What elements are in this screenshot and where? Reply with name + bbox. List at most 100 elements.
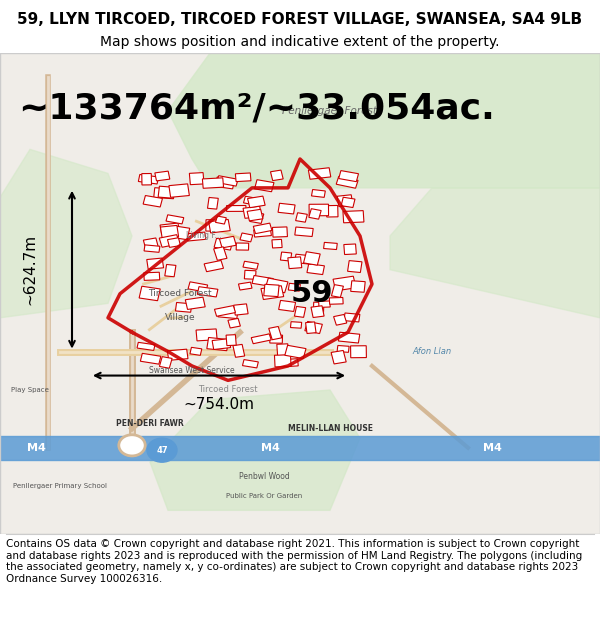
- FancyBboxPatch shape: [337, 346, 349, 352]
- FancyBboxPatch shape: [220, 236, 236, 248]
- FancyBboxPatch shape: [280, 252, 292, 261]
- FancyBboxPatch shape: [160, 226, 179, 238]
- FancyBboxPatch shape: [227, 206, 246, 211]
- FancyBboxPatch shape: [323, 242, 337, 249]
- FancyBboxPatch shape: [208, 198, 218, 209]
- FancyBboxPatch shape: [218, 309, 238, 319]
- Text: ~133764m²/~33.054ac.: ~133764m²/~33.054ac.: [18, 92, 495, 126]
- FancyBboxPatch shape: [147, 258, 164, 269]
- FancyBboxPatch shape: [212, 339, 230, 349]
- FancyBboxPatch shape: [243, 206, 262, 218]
- FancyBboxPatch shape: [270, 335, 283, 343]
- FancyBboxPatch shape: [274, 355, 291, 367]
- FancyBboxPatch shape: [305, 321, 322, 334]
- FancyBboxPatch shape: [309, 209, 321, 219]
- FancyBboxPatch shape: [296, 213, 307, 222]
- FancyBboxPatch shape: [248, 196, 265, 208]
- Text: ~754.0m: ~754.0m: [184, 397, 254, 412]
- FancyBboxPatch shape: [214, 238, 233, 250]
- FancyBboxPatch shape: [271, 170, 283, 181]
- Text: M4: M4: [482, 442, 502, 452]
- FancyBboxPatch shape: [283, 359, 298, 367]
- FancyBboxPatch shape: [288, 283, 301, 291]
- FancyBboxPatch shape: [243, 261, 259, 269]
- Polygon shape: [150, 390, 360, 510]
- Bar: [0, 436, 600, 460]
- FancyBboxPatch shape: [244, 196, 262, 206]
- FancyBboxPatch shape: [190, 173, 204, 184]
- FancyBboxPatch shape: [196, 329, 217, 341]
- Text: Public Park Or Garden: Public Park Or Garden: [226, 493, 302, 499]
- FancyBboxPatch shape: [233, 344, 245, 357]
- Text: 59, LLYN TIRCOED, TIRCOED FOREST VILLAGE, SWANSEA, SA4 9LB: 59, LLYN TIRCOED, TIRCOED FOREST VILLAGE…: [17, 12, 583, 27]
- FancyBboxPatch shape: [140, 353, 161, 364]
- FancyBboxPatch shape: [207, 338, 229, 351]
- FancyBboxPatch shape: [143, 238, 158, 249]
- FancyBboxPatch shape: [142, 174, 151, 185]
- FancyBboxPatch shape: [305, 322, 316, 334]
- FancyBboxPatch shape: [350, 281, 365, 292]
- FancyBboxPatch shape: [236, 243, 248, 250]
- FancyBboxPatch shape: [288, 257, 302, 269]
- FancyBboxPatch shape: [166, 215, 184, 224]
- FancyBboxPatch shape: [272, 239, 282, 248]
- FancyBboxPatch shape: [331, 351, 346, 364]
- FancyBboxPatch shape: [197, 287, 218, 297]
- FancyBboxPatch shape: [233, 304, 248, 315]
- FancyBboxPatch shape: [155, 171, 170, 181]
- FancyBboxPatch shape: [272, 227, 287, 237]
- Text: PEN-DERI FAWR: PEN-DERI FAWR: [116, 419, 184, 428]
- Text: Afon Llan: Afon Llan: [412, 347, 452, 356]
- FancyBboxPatch shape: [319, 301, 330, 308]
- FancyBboxPatch shape: [253, 223, 272, 234]
- FancyBboxPatch shape: [313, 302, 324, 312]
- FancyBboxPatch shape: [331, 284, 343, 298]
- FancyBboxPatch shape: [158, 186, 175, 198]
- FancyBboxPatch shape: [202, 178, 224, 188]
- FancyBboxPatch shape: [214, 247, 227, 261]
- FancyBboxPatch shape: [295, 227, 313, 236]
- FancyBboxPatch shape: [336, 176, 358, 188]
- FancyBboxPatch shape: [187, 232, 206, 241]
- FancyBboxPatch shape: [215, 177, 235, 189]
- FancyBboxPatch shape: [206, 220, 223, 231]
- Text: Tircoed Forest: Tircoed Forest: [148, 289, 212, 298]
- FancyBboxPatch shape: [209, 219, 230, 233]
- FancyBboxPatch shape: [175, 302, 192, 312]
- Text: Play Space: Play Space: [11, 387, 49, 393]
- FancyBboxPatch shape: [242, 359, 259, 368]
- FancyBboxPatch shape: [144, 272, 160, 281]
- FancyBboxPatch shape: [304, 252, 320, 265]
- Text: Living F...: Living F...: [186, 231, 222, 241]
- FancyBboxPatch shape: [269, 326, 282, 340]
- FancyBboxPatch shape: [278, 203, 295, 214]
- Circle shape: [119, 435, 145, 456]
- FancyBboxPatch shape: [329, 298, 343, 304]
- FancyBboxPatch shape: [251, 334, 271, 344]
- FancyBboxPatch shape: [338, 332, 360, 343]
- FancyBboxPatch shape: [311, 306, 324, 318]
- FancyBboxPatch shape: [215, 216, 226, 224]
- FancyBboxPatch shape: [188, 282, 208, 292]
- Text: 59: 59: [290, 279, 334, 308]
- FancyBboxPatch shape: [154, 188, 175, 199]
- FancyBboxPatch shape: [160, 223, 179, 234]
- FancyBboxPatch shape: [159, 234, 179, 248]
- FancyBboxPatch shape: [278, 301, 296, 311]
- FancyBboxPatch shape: [252, 276, 274, 286]
- FancyBboxPatch shape: [337, 195, 353, 207]
- FancyBboxPatch shape: [254, 180, 274, 192]
- FancyBboxPatch shape: [265, 278, 288, 292]
- FancyBboxPatch shape: [169, 184, 190, 198]
- FancyBboxPatch shape: [341, 198, 355, 208]
- FancyBboxPatch shape: [264, 284, 279, 297]
- FancyBboxPatch shape: [290, 322, 302, 328]
- FancyBboxPatch shape: [250, 212, 264, 223]
- Text: Penllergaer Primary School: Penllergaer Primary School: [13, 483, 107, 489]
- FancyBboxPatch shape: [334, 314, 347, 325]
- FancyBboxPatch shape: [235, 173, 251, 182]
- FancyBboxPatch shape: [214, 306, 235, 316]
- Text: Map shows position and indicative extent of the property.: Map shows position and indicative extent…: [100, 34, 500, 49]
- FancyBboxPatch shape: [160, 357, 172, 368]
- Text: Tircoed Forest: Tircoed Forest: [198, 386, 258, 394]
